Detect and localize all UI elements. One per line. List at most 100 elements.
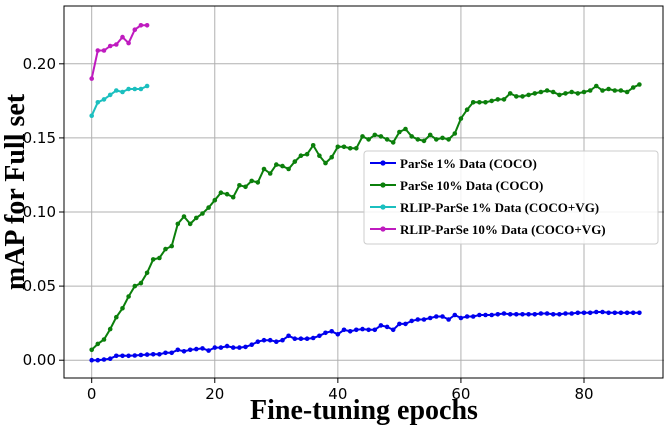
data-point xyxy=(440,314,445,319)
data-point xyxy=(101,357,107,362)
series-line xyxy=(90,85,148,117)
data-point xyxy=(637,310,642,316)
data-point xyxy=(501,97,507,102)
data-point xyxy=(126,40,131,46)
data-point xyxy=(470,100,476,105)
data-point xyxy=(132,86,138,92)
data-point xyxy=(304,151,310,157)
series-line xyxy=(90,24,148,79)
data-point xyxy=(169,243,174,249)
data-point xyxy=(323,160,328,166)
data-point xyxy=(624,310,630,316)
data-point xyxy=(366,137,371,142)
data-point xyxy=(446,317,451,322)
legend-marker xyxy=(380,160,386,166)
data-point xyxy=(298,153,304,158)
data-point xyxy=(532,91,538,96)
data-point xyxy=(255,180,261,185)
data-point xyxy=(107,326,113,332)
data-point xyxy=(237,345,242,350)
data-point xyxy=(218,345,224,350)
data-point xyxy=(243,344,248,350)
data-point xyxy=(618,310,624,316)
data-point xyxy=(163,350,168,356)
data-point xyxy=(477,312,482,318)
series-group xyxy=(89,23,642,363)
data-point xyxy=(538,89,544,95)
data-point xyxy=(514,94,519,99)
data-point xyxy=(366,327,371,333)
data-point xyxy=(403,321,408,327)
data-point xyxy=(101,337,107,342)
legend-entry: RLIP-ParSe 1% Data (COCO+VG) xyxy=(370,200,599,215)
data-point xyxy=(581,89,587,95)
data-point xyxy=(354,327,359,333)
data-point xyxy=(378,323,384,328)
data-point xyxy=(144,352,150,357)
legend-marker xyxy=(380,226,386,232)
data-point xyxy=(569,311,574,316)
data-point xyxy=(101,97,107,102)
data-point xyxy=(150,257,156,262)
data-point xyxy=(126,353,131,359)
data-point xyxy=(335,332,341,337)
data-point xyxy=(138,23,144,28)
x-tick-label: 40 xyxy=(328,385,347,403)
data-point xyxy=(89,347,94,353)
data-point xyxy=(249,178,254,184)
data-point xyxy=(200,211,205,216)
data-point xyxy=(427,315,433,321)
y-tick-label: 0.05 xyxy=(23,277,56,295)
data-point xyxy=(495,97,501,102)
x-tick-label: 60 xyxy=(451,385,470,403)
y-tick-label: 0.00 xyxy=(23,351,56,369)
data-point xyxy=(310,335,316,341)
data-point xyxy=(187,347,193,353)
data-point xyxy=(440,135,445,141)
series-3 xyxy=(89,83,150,118)
legend-label: ParSe 10% Data (COCO) xyxy=(400,178,543,193)
data-point xyxy=(427,132,433,138)
data-point xyxy=(114,88,119,93)
data-point xyxy=(421,138,427,144)
legend-entry: ParSe 1% Data (COCO) xyxy=(370,156,537,171)
legend: ParSe 1% Data (COCO) ParSe 10% Data (COCO… xyxy=(363,150,659,245)
data-point xyxy=(280,163,285,169)
data-point xyxy=(292,159,298,164)
data-point xyxy=(237,183,242,188)
data-point xyxy=(409,318,415,324)
data-point xyxy=(483,312,488,318)
data-point xyxy=(157,255,162,261)
x-axis-label: Fine-tuning epochs xyxy=(250,395,478,426)
data-point xyxy=(520,94,525,99)
data-point xyxy=(249,342,254,348)
data-point xyxy=(594,309,599,315)
data-point xyxy=(550,312,556,317)
data-point xyxy=(538,311,544,316)
data-point xyxy=(286,333,291,339)
data-point xyxy=(144,23,150,28)
data-point xyxy=(452,312,458,318)
data-point xyxy=(126,86,131,92)
data-point xyxy=(132,283,138,289)
data-point xyxy=(612,310,618,316)
data-point xyxy=(557,92,562,98)
data-point xyxy=(138,86,144,92)
y-axis-label: mAP for Full set xyxy=(0,93,31,290)
data-point xyxy=(575,310,581,316)
data-point xyxy=(341,327,347,333)
data-point xyxy=(526,92,531,98)
data-point xyxy=(335,144,341,150)
data-point xyxy=(150,352,156,357)
data-point xyxy=(507,312,513,317)
data-point xyxy=(243,184,248,190)
data-point xyxy=(458,116,464,121)
data-point xyxy=(120,89,125,95)
data-point xyxy=(594,83,599,89)
data-point xyxy=(557,312,562,317)
data-point xyxy=(409,134,415,139)
data-point xyxy=(230,345,236,350)
data-point xyxy=(563,311,568,316)
data-point xyxy=(95,357,101,363)
data-point xyxy=(397,129,402,135)
